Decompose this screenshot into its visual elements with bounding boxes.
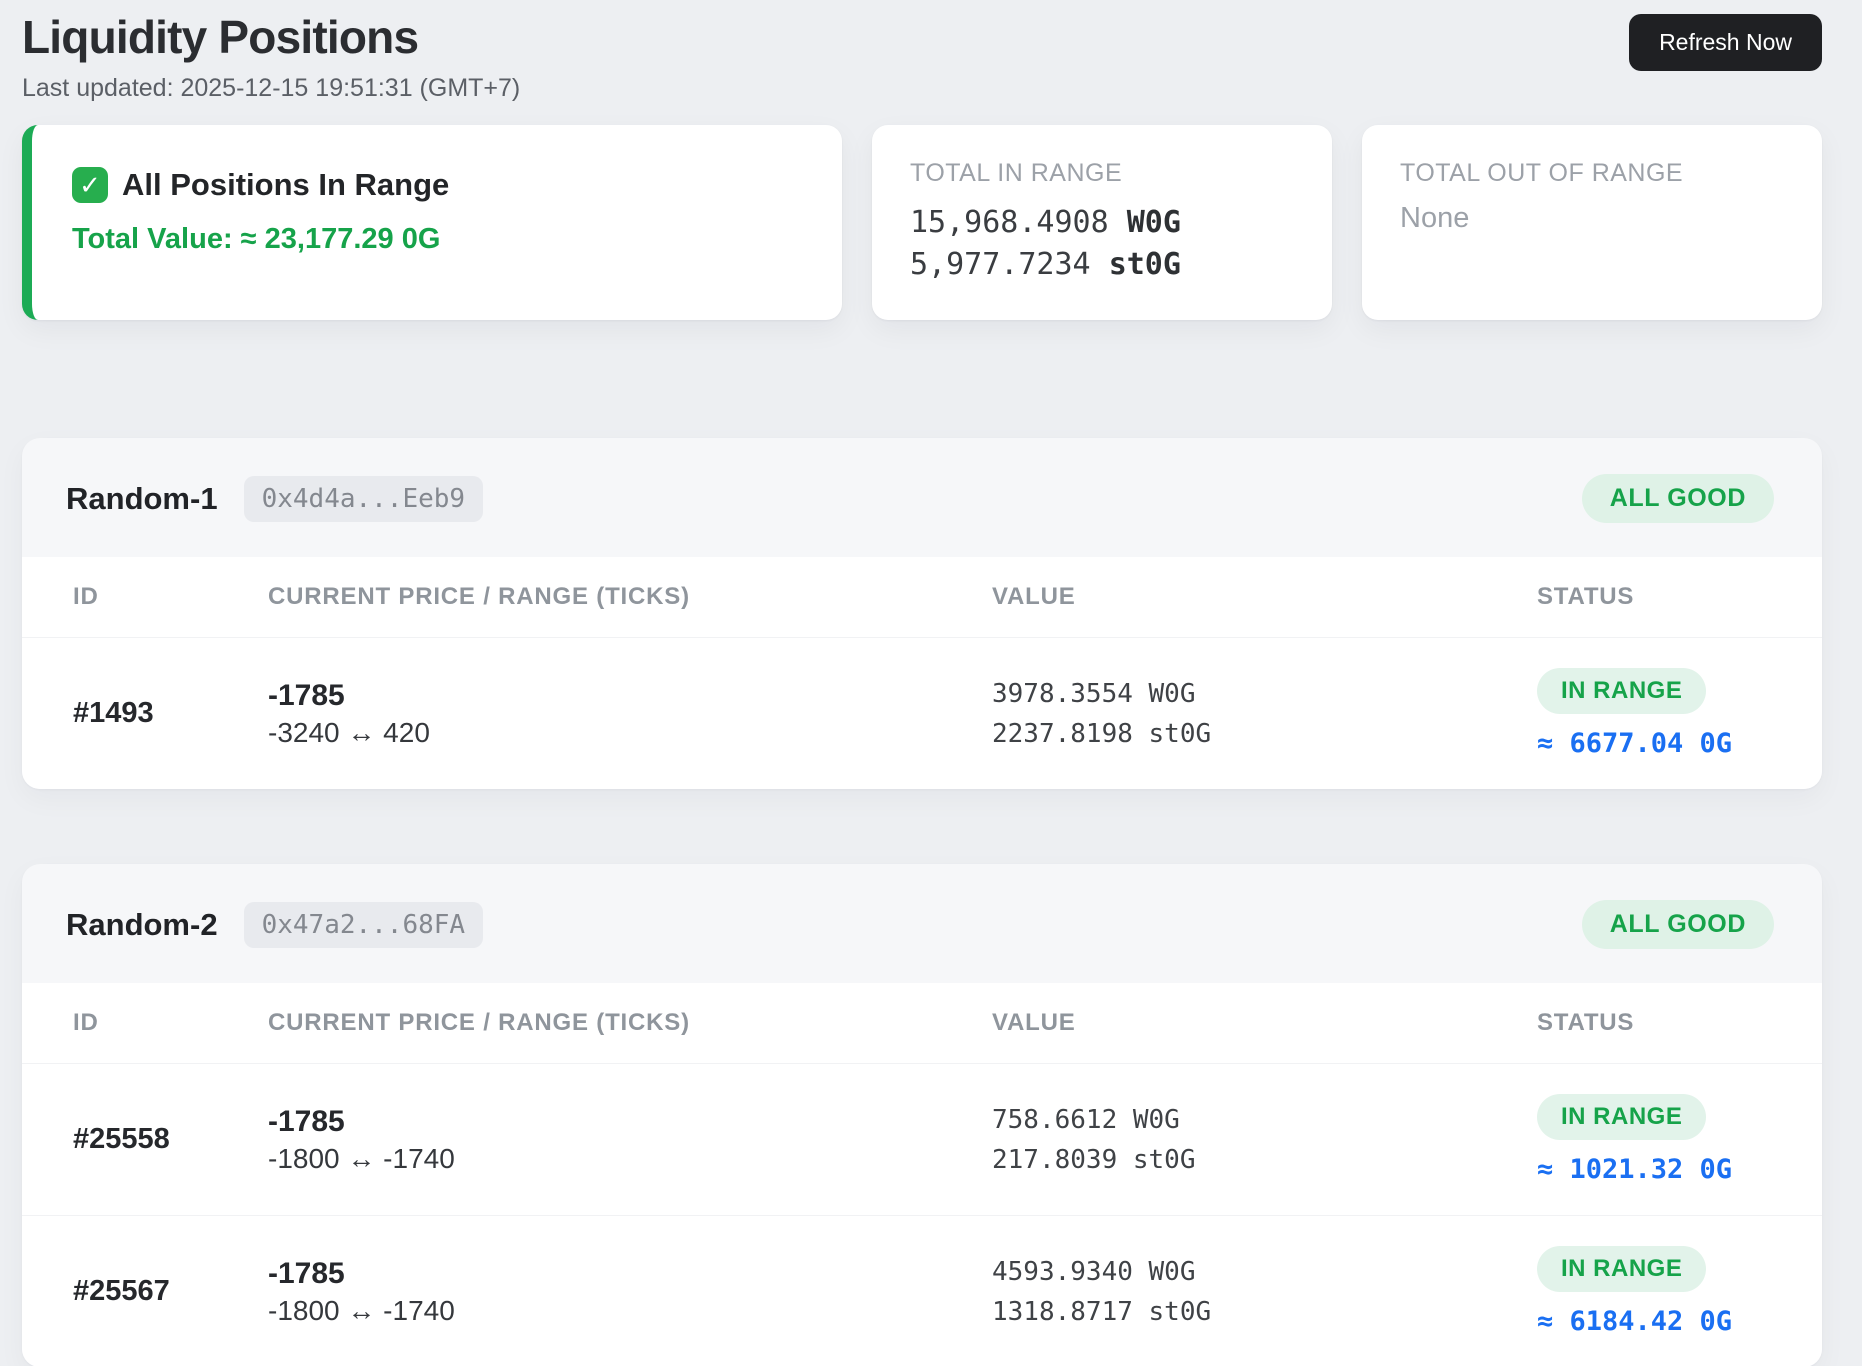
position-status-cell: IN RANGE ≈ 1021.32 0G bbox=[1537, 1094, 1822, 1185]
value-line-w0g: 758.6612 W0G bbox=[992, 1104, 1180, 1135]
position-row: #1493 -1785 -3240 ↔ 420 3978.3554 W0G 22… bbox=[22, 637, 1822, 789]
pool-address-chip[interactable]: 0x4d4a...Eeb9 bbox=[243, 475, 484, 522]
total-out-of-range-label: TOTAL OUT OF RANGE bbox=[1400, 159, 1684, 187]
check-icon: ✓ bbox=[72, 167, 108, 203]
pool-title-group: Random-1 0x4d4a...Eeb9 bbox=[66, 475, 484, 522]
column-header-id: ID bbox=[73, 1009, 99, 1036]
pool-address-chip[interactable]: 0x47a2...68FA bbox=[243, 901, 484, 948]
total-in-range-values: 15,968.4908 W0G 5,977.7234 st0G bbox=[910, 202, 1294, 286]
position-value-cell: 758.6612 W0G 217.8039 st0G bbox=[992, 1100, 1537, 1180]
in-range-unit-w0g: W0G bbox=[1126, 205, 1181, 240]
pool-header: Random-1 0x4d4a...Eeb9 ALL GOOD bbox=[22, 438, 1822, 557]
pool-card: Random-1 0x4d4a...Eeb9 ALL GOOD ID CURRE… bbox=[22, 438, 1822, 789]
table-body: #1493 -1785 -3240 ↔ 420 3978.3554 W0G 22… bbox=[22, 637, 1822, 789]
in-range-badge: IN RANGE bbox=[1537, 1094, 1707, 1140]
position-status-cell: IN RANGE ≈ 6677.04 0G bbox=[1537, 668, 1822, 759]
pool-table: ID CURRENT PRICE / RANGE (TICKS) VALUE S… bbox=[22, 983, 1822, 1366]
total-in-range-label: TOTAL IN RANGE bbox=[910, 159, 1123, 187]
pool-status-badge: ALL GOOD bbox=[1581, 900, 1774, 949]
table-header-row: ID CURRENT PRICE / RANGE (TICKS) VALUE S… bbox=[22, 983, 1822, 1063]
summary-row: ✓ All Positions In Range Total Value: ≈ … bbox=[22, 125, 1822, 320]
page: Liquidity Positions Last updated: 2025-1… bbox=[22, 0, 1822, 1366]
price-range: -1800 ↔ -1740 bbox=[268, 1294, 455, 1326]
pool-name: Random-1 bbox=[66, 480, 218, 516]
top-bar: Liquidity Positions Last updated: 2025-1… bbox=[22, 8, 1822, 103]
in-range-line-st0g: 5,977.7234 st0G bbox=[910, 244, 1294, 286]
price-range: -3240 ↔ 420 bbox=[268, 716, 430, 748]
last-updated-text: Last updated: 2025-12-15 19:51:31 (GMT+7… bbox=[22, 74, 521, 102]
column-header-value: VALUE bbox=[992, 1009, 1076, 1036]
value-line-st0g: 2237.8198 st0G bbox=[992, 718, 1212, 749]
position-id: #25558 bbox=[73, 1123, 170, 1155]
in-range-amount-w0g: 15,968.4908 bbox=[910, 205, 1109, 240]
total-in-range-card: TOTAL IN RANGE 15,968.4908 W0G 5,977.723… bbox=[872, 125, 1332, 320]
table-body: #25558 -1785 -1800 ↔ -1740 758.6612 W0G … bbox=[22, 1063, 1822, 1366]
column-header-status: STATUS bbox=[1537, 1009, 1635, 1036]
column-header-id: ID bbox=[73, 583, 99, 610]
table-header-row: ID CURRENT PRICE / RANGE (TICKS) VALUE S… bbox=[22, 557, 1822, 637]
total-value-text: Total Value: ≈ 23,177.29 0G bbox=[72, 223, 441, 255]
position-price-cell: -1785 -1800 ↔ -1740 bbox=[268, 1257, 992, 1327]
column-header-value: VALUE bbox=[992, 583, 1076, 610]
refresh-now-button[interactable]: Refresh Now bbox=[1629, 14, 1822, 71]
column-header-price: CURRENT PRICE / RANGE (TICKS) bbox=[268, 583, 690, 610]
pool-header: Random-2 0x47a2...68FA ALL GOOD bbox=[22, 864, 1822, 983]
pool-name: Random-2 bbox=[66, 906, 218, 942]
in-range-line-w0g: 15,968.4908 W0G bbox=[910, 202, 1294, 244]
estimated-value: ≈ 6184.42 0G bbox=[1537, 1306, 1733, 1337]
price-range: -1800 ↔ -1740 bbox=[268, 1142, 455, 1174]
position-value-cell: 4593.9340 W0G 1318.8717 st0G bbox=[992, 1252, 1537, 1332]
title-block: Liquidity Positions Last updated: 2025-1… bbox=[22, 8, 520, 103]
value-line-st0g: 217.8039 st0G bbox=[992, 1144, 1196, 1175]
position-value-cell: 3978.3554 W0G 2237.8198 st0G bbox=[992, 674, 1537, 754]
current-price: -1785 bbox=[268, 1256, 345, 1290]
value-line-st0g: 1318.8717 st0G bbox=[992, 1296, 1212, 1327]
position-id: #25567 bbox=[73, 1275, 170, 1307]
position-price-cell: -1785 -1800 ↔ -1740 bbox=[268, 1105, 992, 1175]
in-range-amount-st0g: 5,977.7234 bbox=[910, 247, 1091, 282]
all-positions-card: ✓ All Positions In Range Total Value: ≈ … bbox=[22, 125, 842, 320]
pool-card: Random-2 0x47a2...68FA ALL GOOD ID CURRE… bbox=[22, 864, 1822, 1366]
value-line-w0g: 4593.9340 W0G bbox=[992, 1256, 1196, 1287]
total-out-of-range-card: TOTAL OUT OF RANGE None bbox=[1362, 125, 1822, 320]
page-title: Liquidity Positions bbox=[22, 11, 419, 63]
estimated-value: ≈ 1021.32 0G bbox=[1537, 1154, 1733, 1185]
in-range-badge: IN RANGE bbox=[1537, 668, 1707, 714]
position-price-cell: -1785 -3240 ↔ 420 bbox=[268, 679, 992, 749]
current-price: -1785 bbox=[268, 678, 345, 712]
all-positions-title: ✓ All Positions In Range bbox=[72, 167, 804, 203]
current-price: -1785 bbox=[268, 1104, 345, 1138]
column-header-price: CURRENT PRICE / RANGE (TICKS) bbox=[268, 1009, 690, 1036]
all-positions-title-text: All Positions In Range bbox=[122, 167, 450, 202]
pools: Random-1 0x4d4a...Eeb9 ALL GOOD ID CURRE… bbox=[22, 438, 1822, 1366]
out-of-range-value: None bbox=[1400, 202, 1470, 234]
pool-table: ID CURRENT PRICE / RANGE (TICKS) VALUE S… bbox=[22, 557, 1822, 789]
position-id: #1493 bbox=[73, 697, 154, 729]
pool-status-badge: ALL GOOD bbox=[1581, 474, 1774, 523]
position-row: #25558 -1785 -1800 ↔ -1740 758.6612 W0G … bbox=[22, 1063, 1822, 1215]
estimated-value: ≈ 6677.04 0G bbox=[1537, 728, 1733, 759]
position-row: #25567 -1785 -1800 ↔ -1740 4593.9340 W0G… bbox=[22, 1215, 1822, 1366]
in-range-unit-st0g: st0G bbox=[1108, 247, 1181, 282]
position-status-cell: IN RANGE ≈ 6184.42 0G bbox=[1537, 1246, 1822, 1337]
column-header-status: STATUS bbox=[1537, 583, 1635, 610]
value-line-w0g: 3978.3554 W0G bbox=[992, 678, 1196, 709]
pool-title-group: Random-2 0x47a2...68FA bbox=[66, 901, 484, 948]
in-range-badge: IN RANGE bbox=[1537, 1246, 1707, 1292]
